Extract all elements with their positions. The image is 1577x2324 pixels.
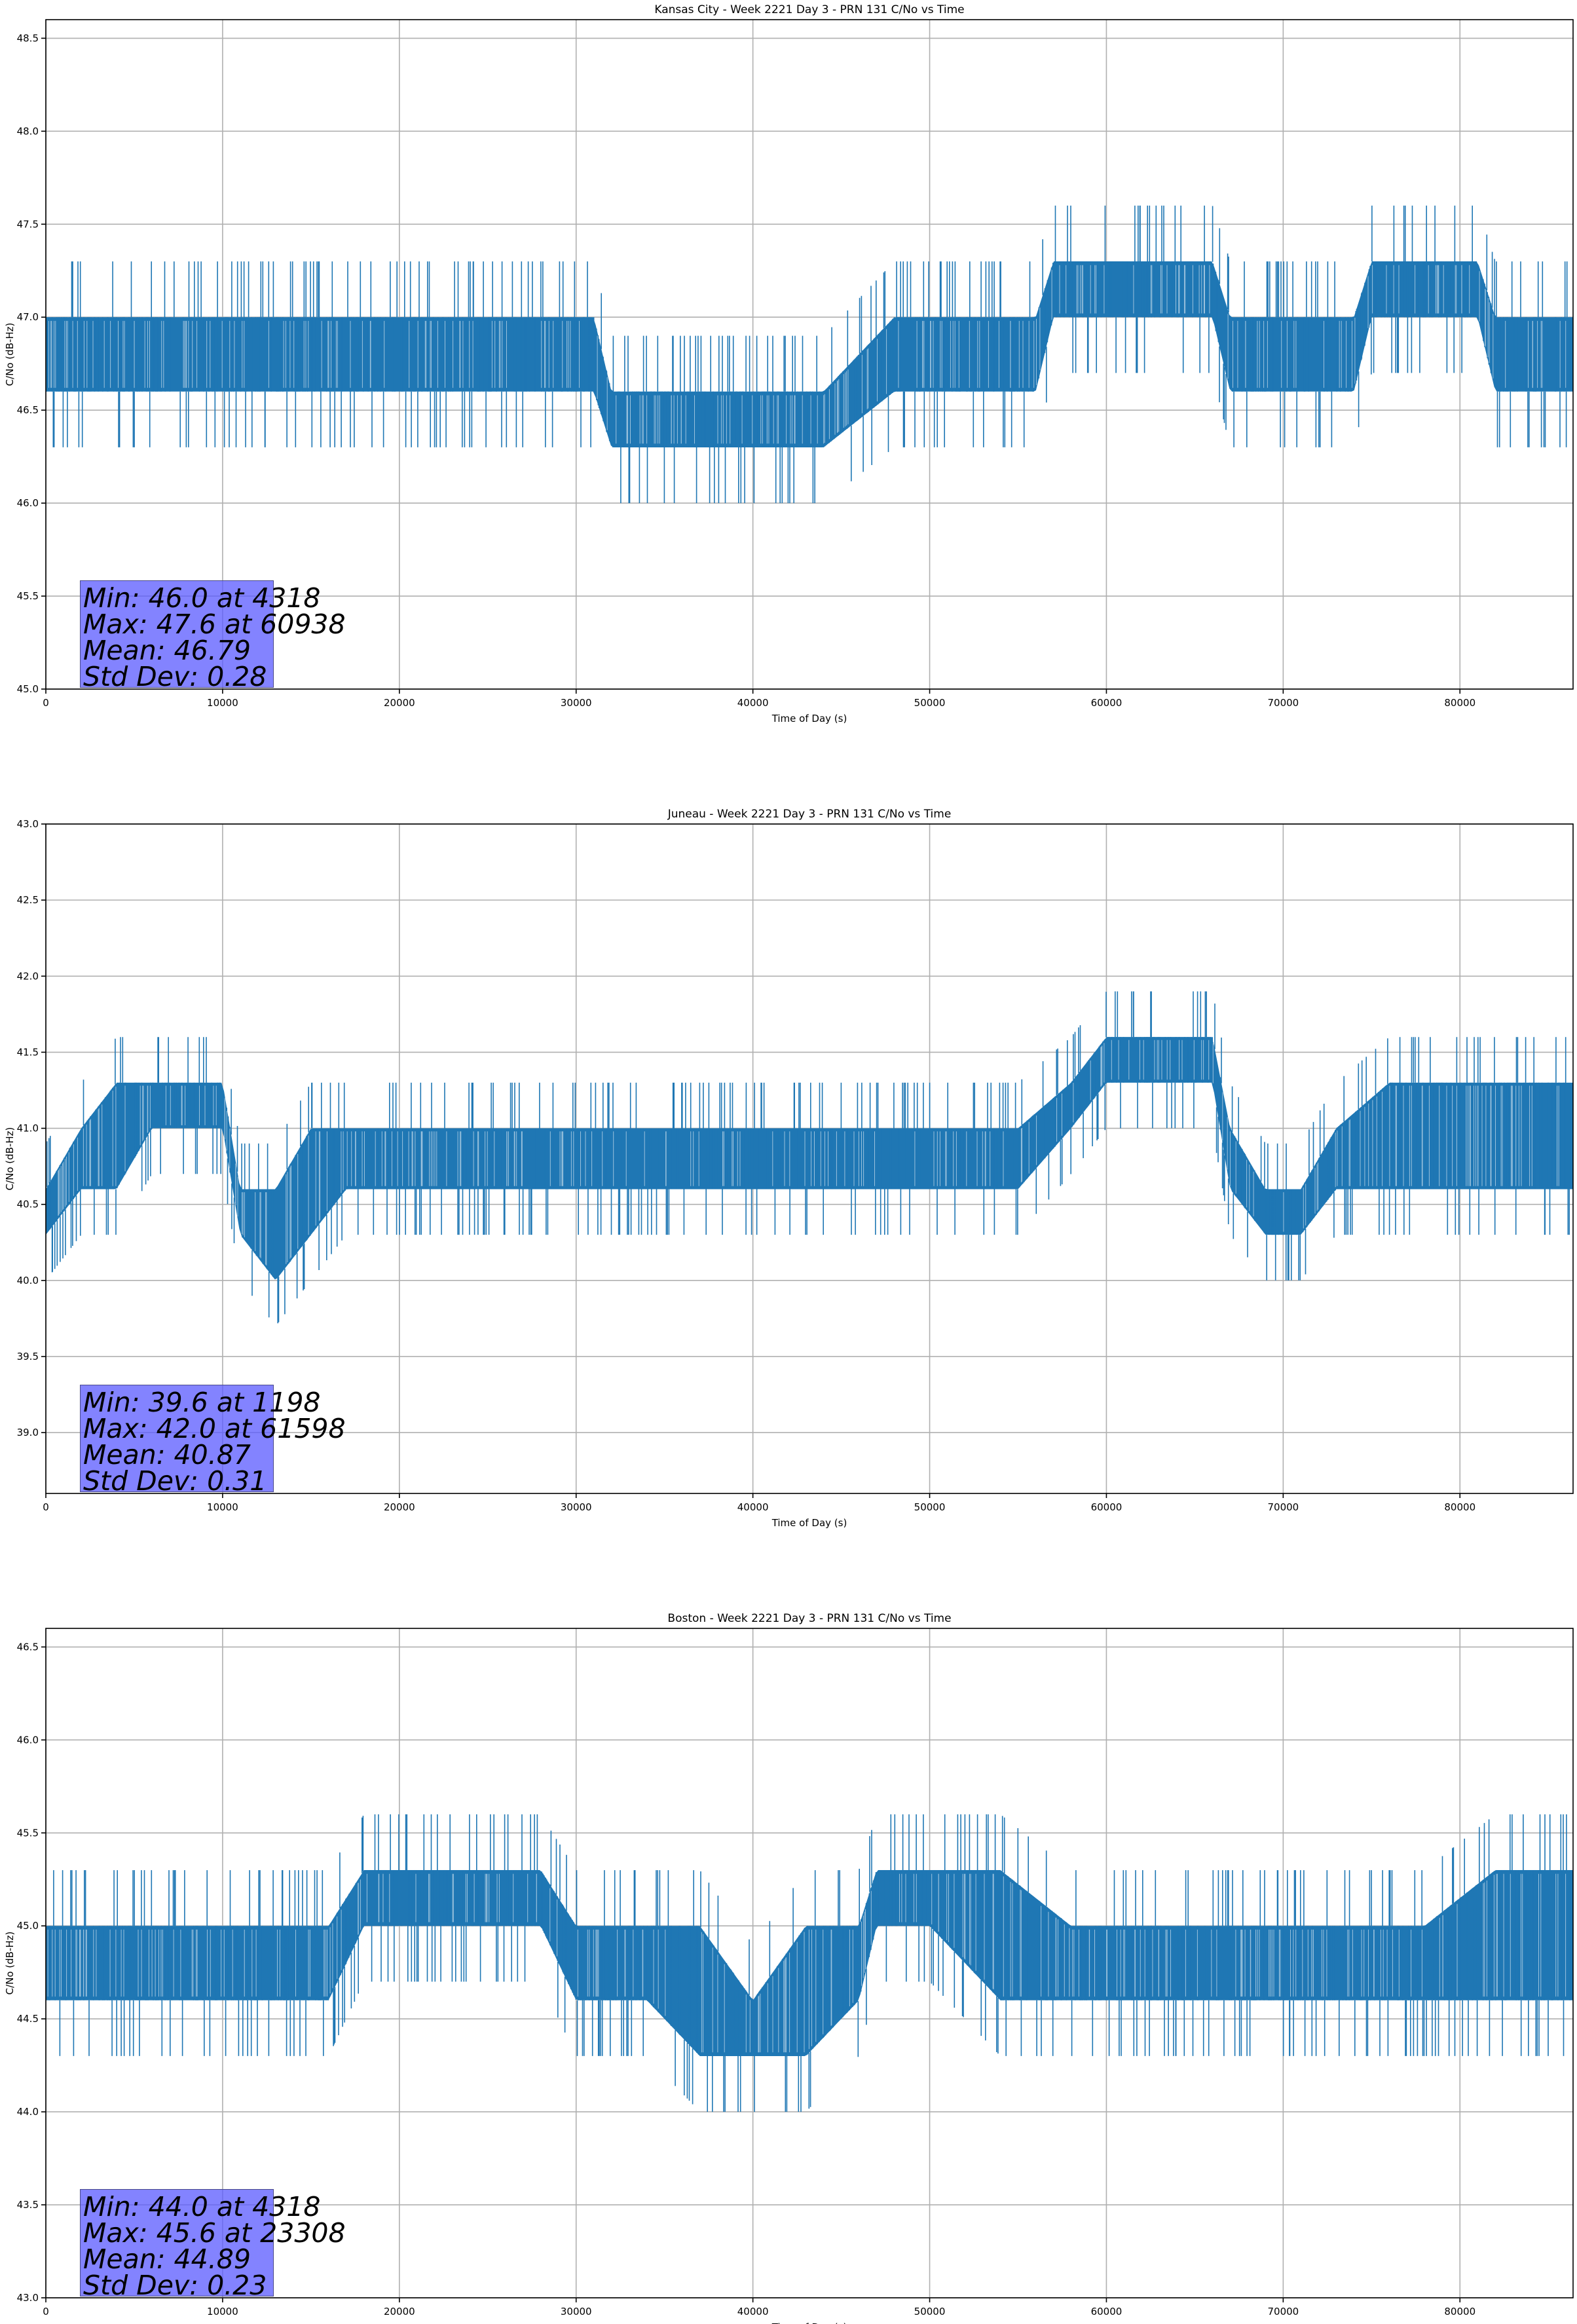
x-tick-label: 60000 bbox=[1091, 1501, 1122, 1513]
x-tick-label: 50000 bbox=[914, 697, 946, 709]
y-tick-label: 39.0 bbox=[17, 1427, 39, 1438]
stats-line: Min: 39.6 at 1198 bbox=[83, 1387, 321, 1418]
series-line bbox=[46, 1814, 1573, 2112]
stats-line: Mean: 44.89 bbox=[83, 2243, 251, 2275]
x-tick-label: 50000 bbox=[914, 1501, 946, 1513]
series-line bbox=[46, 205, 1573, 504]
y-tick-label: 44.5 bbox=[17, 2013, 39, 2025]
y-tick-label: 45.5 bbox=[17, 1827, 39, 1839]
stats-line: Max: 45.6 at 23308 bbox=[83, 2217, 346, 2249]
x-tick-label: 0 bbox=[43, 2306, 49, 2317]
y-axis-label: C/No (dB-Hz) bbox=[4, 1127, 16, 1191]
x-tick-label: 30000 bbox=[561, 1501, 592, 1513]
x-tick-label: 10000 bbox=[207, 2306, 238, 2317]
plot-frame bbox=[45, 19, 1574, 690]
y-tick-label: 46.0 bbox=[17, 497, 39, 509]
x-tick-label: 20000 bbox=[384, 697, 415, 709]
stats-line: Mean: 46.79 bbox=[83, 635, 251, 666]
chart-2: 0 10000 20000 30000 40000 50000 60000 70000 8000… bbox=[4, 808, 1574, 1529]
stats-line: Mean: 40.87 bbox=[83, 1439, 251, 1471]
stats-annotation: Min: 44.0 at 4318 Max: 45.6 at 23308 Mean:… bbox=[80, 2189, 346, 2301]
plot-frame bbox=[45, 823, 1574, 1494]
y-tick-label: 47.0 bbox=[17, 311, 39, 323]
y-tick-label: 43.0 bbox=[17, 818, 39, 830]
series-spikes bbox=[46, 991, 1570, 1324]
series-gaps bbox=[58, 1040, 1559, 1265]
series-band bbox=[46, 1870, 1573, 2056]
y-tick-label: 48.0 bbox=[17, 125, 39, 137]
chart-title: Juneau - Week 2221 Day 3 - PRN 131 C/No … bbox=[667, 808, 952, 821]
x-axis-label: Time of Day (s) bbox=[771, 1517, 847, 1529]
series-gaps bbox=[48, 265, 1567, 444]
chart-title: Kansas City - Week 2221 Day 3 - PRN 131 … bbox=[654, 3, 964, 16]
y-tick-label: 46.5 bbox=[17, 404, 39, 416]
x-tick-label: 60000 bbox=[1091, 697, 1122, 709]
y-tick-label: 39.5 bbox=[17, 1351, 39, 1362]
y-tick-label: 43.5 bbox=[17, 2199, 39, 2211]
x-tick-label: 80000 bbox=[1444, 2306, 1475, 2317]
x-tick-label: 70000 bbox=[1267, 697, 1299, 709]
y-axis-label: C/No (dB-Hz) bbox=[4, 1932, 16, 1995]
y-tick-label: 44.0 bbox=[17, 2106, 39, 2118]
y-tick-label: 46.0 bbox=[17, 1734, 39, 1746]
x-tick-label: 80000 bbox=[1444, 697, 1475, 709]
x-tick-label: 30000 bbox=[561, 2306, 592, 2317]
plot-frame bbox=[45, 1628, 1574, 2298]
chart-3: 0 10000 20000 30000 40000 50000 60000 70000 8000… bbox=[4, 1612, 1574, 2324]
chart-title: Boston - Week 2221 Day 3 - PRN 131 C/No … bbox=[667, 1612, 951, 1625]
stats-line: Std Dev: 0.31 bbox=[83, 1465, 267, 1497]
stats-annotation: Min: 39.6 at 1198 Max: 42.0 at 61598 Mean:… bbox=[80, 1385, 346, 1497]
x-tick-label: 20000 bbox=[384, 2306, 415, 2317]
x-tick-label: 50000 bbox=[914, 2306, 946, 2317]
y-tick-label: 43.0 bbox=[17, 2292, 39, 2304]
y-tick-label: 40.0 bbox=[17, 1275, 39, 1286]
y-tick-label: 46.5 bbox=[17, 1641, 39, 1653]
x-tick-label: 30000 bbox=[561, 697, 592, 709]
chart-1: 0 10000 20000 30000 40000 50000 60000 70000 8000… bbox=[4, 3, 1574, 724]
y-tick-label: 45.5 bbox=[17, 590, 39, 602]
x-tick-label: 20000 bbox=[384, 1501, 415, 1513]
x-tick-label: 0 bbox=[43, 697, 49, 709]
x-tick-label: 0 bbox=[43, 1501, 49, 1513]
y-tick-label: 48.5 bbox=[17, 32, 39, 44]
stats-line: Std Dev: 0.23 bbox=[83, 2270, 267, 2301]
y-axis-label: C/No (dB-Hz) bbox=[4, 323, 16, 386]
x-tick-label: 10000 bbox=[207, 1501, 238, 1513]
x-tick-label: 40000 bbox=[737, 2306, 769, 2317]
stats-line: Max: 47.6 at 60938 bbox=[83, 609, 346, 640]
x-tick-label: 10000 bbox=[207, 697, 238, 709]
x-tick-label: 60000 bbox=[1091, 2306, 1122, 2317]
y-tick-label: 41.0 bbox=[17, 1123, 39, 1134]
stats-line: Min: 44.0 at 4318 bbox=[83, 2191, 321, 2222]
series-band bbox=[46, 261, 1573, 447]
stats-annotation: Min: 46.0 at 4318 Max: 47.6 at 60938 Mean:… bbox=[80, 580, 346, 692]
y-tick-label: 41.5 bbox=[17, 1046, 39, 1058]
series-band bbox=[46, 1037, 1573, 1280]
x-axis-label: Time of Day (s) bbox=[771, 713, 847, 724]
x-tick-label: 70000 bbox=[1267, 1501, 1299, 1513]
x-tick-label: 70000 bbox=[1267, 2306, 1299, 2317]
y-tick-label: 47.5 bbox=[17, 218, 39, 230]
x-tick-label: 80000 bbox=[1444, 1501, 1475, 1513]
y-tick-label: 42.5 bbox=[17, 894, 39, 906]
y-tick-label: 45.0 bbox=[17, 683, 39, 695]
series-spikes bbox=[49, 1814, 1570, 2112]
stats-line: Std Dev: 0.28 bbox=[83, 661, 267, 692]
x-tick-label: 40000 bbox=[737, 697, 769, 709]
stats-line: Min: 46.0 at 4318 bbox=[83, 582, 321, 614]
y-tick-label: 40.5 bbox=[17, 1199, 39, 1210]
y-tick-label: 42.0 bbox=[17, 970, 39, 982]
series-line bbox=[46, 991, 1573, 1324]
x-tick-label: 40000 bbox=[737, 1501, 769, 1513]
stats-line: Max: 42.0 at 61598 bbox=[83, 1413, 346, 1444]
series-gaps bbox=[47, 1873, 1567, 2053]
x-axis-label: Time of Day (s) bbox=[771, 2321, 847, 2324]
y-tick-label: 45.0 bbox=[17, 1920, 39, 1932]
